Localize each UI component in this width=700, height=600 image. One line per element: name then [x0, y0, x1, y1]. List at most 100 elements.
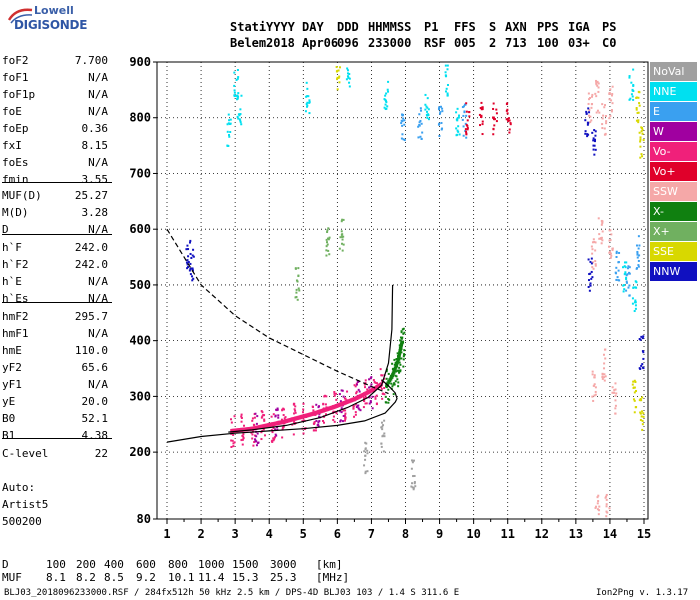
echo-point	[426, 97, 429, 100]
echo-point	[592, 137, 595, 140]
echo-point	[403, 353, 406, 356]
dashed-profile-curve	[166, 228, 389, 395]
echo-point	[253, 441, 256, 444]
echo-point	[632, 98, 635, 101]
echo-point	[603, 379, 606, 382]
echo-point	[256, 432, 259, 435]
echo-point	[444, 64, 447, 67]
echo-point	[399, 370, 402, 373]
legend-label: NoVal	[653, 65, 685, 78]
echo-point	[589, 284, 592, 287]
echo-point	[628, 98, 631, 101]
echo-point	[233, 71, 236, 74]
echo-point	[633, 386, 636, 389]
echo-point	[640, 399, 643, 402]
echo-point	[260, 438, 263, 441]
echo-point	[335, 66, 338, 69]
echo-point	[600, 236, 603, 239]
echo-point	[271, 431, 274, 434]
echo-point	[411, 459, 414, 462]
echo-point	[338, 66, 341, 69]
echo-point	[446, 64, 449, 67]
table-cell: 10.1	[168, 571, 195, 584]
legend-item: X-	[650, 202, 697, 221]
param-name: fxI	[2, 139, 22, 152]
echo-point	[611, 249, 614, 252]
echo-point	[586, 133, 589, 136]
table-cell: 1000	[198, 558, 225, 571]
echo-point	[274, 414, 277, 417]
param-row: D N/A	[2, 223, 108, 239]
echo-point	[637, 264, 640, 267]
param-row: hmF1 N/A	[2, 327, 108, 343]
echo-point	[638, 399, 641, 402]
echo-point	[584, 119, 587, 122]
echo-point	[385, 370, 388, 373]
echo-point	[441, 107, 444, 110]
echo-point	[370, 376, 373, 379]
x-tick-label: 5	[300, 527, 307, 541]
echo-point	[455, 127, 458, 130]
echo-point	[324, 413, 327, 416]
param-value: 52.1	[81, 412, 109, 425]
echo-point	[327, 249, 330, 252]
y-tick-label: 400	[129, 334, 151, 348]
echo-point	[393, 358, 396, 361]
echo-point	[189, 252, 192, 255]
header-row1-cell: PPS	[537, 20, 559, 34]
echo-point	[462, 125, 465, 128]
echo-point	[492, 133, 495, 136]
echo-point	[188, 269, 191, 272]
echo-point	[393, 383, 396, 386]
echo-point	[186, 263, 189, 266]
y-tick-label: 300	[129, 389, 151, 403]
echo-point	[332, 415, 335, 418]
echo-point	[455, 111, 458, 114]
echo-point	[274, 433, 277, 436]
echo-point	[593, 383, 596, 386]
echo-point	[229, 118, 232, 121]
param-row: foEs N/A	[2, 156, 108, 172]
param-row: foF1p N/A	[2, 88, 108, 104]
echo-point	[456, 129, 459, 132]
echo-point	[366, 449, 369, 452]
echo-point	[638, 254, 641, 257]
echo-point	[191, 279, 194, 282]
echo-point	[446, 94, 449, 97]
echo-point	[238, 118, 241, 121]
echo-point	[392, 383, 395, 386]
echo-point	[302, 432, 305, 435]
echo-point	[508, 128, 511, 131]
echo-point	[263, 414, 266, 417]
echo-point	[611, 247, 614, 250]
echo-point	[492, 107, 495, 110]
echo-point	[282, 426, 285, 429]
echo-point	[282, 414, 285, 417]
param-row: fxI 8.15	[2, 139, 108, 155]
param-value: 242.0	[74, 241, 108, 254]
echo-point	[276, 408, 279, 411]
echo-point	[354, 413, 357, 416]
echo-point	[403, 139, 406, 142]
echo-point	[625, 289, 628, 292]
echo-point	[631, 297, 634, 300]
echo-point	[632, 84, 635, 87]
echo-point	[327, 227, 330, 230]
echo-point	[410, 467, 413, 470]
legend-label: Vo-	[653, 145, 671, 158]
echo-point	[295, 288, 298, 291]
echo-point	[364, 402, 367, 405]
echo-point	[458, 133, 461, 136]
echo-point	[385, 92, 388, 95]
echo-point	[251, 419, 254, 422]
echo-point	[392, 393, 395, 396]
legend-item: NNE	[650, 82, 697, 101]
echo-point	[444, 71, 447, 74]
echo-point	[635, 107, 638, 110]
echo-point	[315, 419, 318, 422]
echo-point	[635, 286, 638, 289]
echo-point	[306, 95, 309, 98]
echo-point	[272, 413, 275, 416]
table-unit: [km]	[316, 558, 343, 571]
echo-point	[381, 428, 384, 431]
